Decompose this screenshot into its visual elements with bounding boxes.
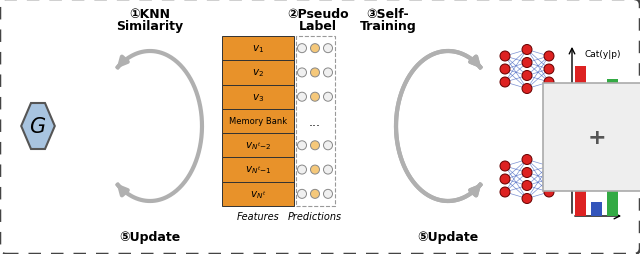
Text: $v_{N^t\!-\!1}$: $v_{N^t\!-\!1}$ — [244, 164, 271, 176]
Circle shape — [500, 174, 510, 184]
Text: $v_{N^t\!-\!2}$: $v_{N^t\!-\!2}$ — [244, 140, 271, 152]
Circle shape — [310, 141, 319, 150]
Circle shape — [544, 187, 554, 197]
Bar — [222, 109, 294, 134]
Circle shape — [522, 181, 532, 191]
Circle shape — [310, 44, 319, 53]
Bar — [591, 202, 602, 216]
Circle shape — [522, 45, 532, 55]
Text: $\mathit{G}$: $\mathit{G}$ — [29, 117, 47, 136]
Text: Memory Bank: Memory Bank — [229, 117, 287, 126]
Circle shape — [323, 141, 333, 150]
Circle shape — [298, 165, 307, 174]
Circle shape — [323, 93, 333, 102]
Text: +: + — [588, 128, 606, 147]
Circle shape — [500, 78, 510, 88]
Text: Cat(y|p): Cat(y|p) — [585, 50, 621, 59]
Circle shape — [500, 52, 510, 62]
Text: ①KNN: ①KNN — [129, 7, 170, 20]
Text: Similarity: Similarity — [116, 19, 184, 32]
Text: Features: Features — [237, 211, 280, 221]
Circle shape — [298, 69, 307, 78]
Bar — [607, 79, 618, 109]
Circle shape — [323, 189, 333, 199]
Text: Cat(y|p): Cat(y|p) — [585, 156, 621, 166]
Circle shape — [544, 78, 554, 88]
Circle shape — [500, 187, 510, 197]
Text: Predictions: Predictions — [288, 211, 342, 221]
Circle shape — [310, 69, 319, 78]
Text: $v_{N^t}$: $v_{N^t}$ — [250, 188, 266, 200]
Circle shape — [323, 165, 333, 174]
Bar — [575, 67, 586, 109]
Circle shape — [522, 84, 532, 94]
Bar — [591, 93, 602, 109]
Bar — [575, 175, 586, 216]
Circle shape — [298, 93, 307, 102]
Circle shape — [310, 93, 319, 102]
Circle shape — [544, 52, 554, 62]
Bar — [222, 158, 294, 182]
Circle shape — [522, 58, 532, 68]
Bar — [222, 182, 294, 206]
Circle shape — [544, 174, 554, 184]
Bar — [296, 37, 335, 206]
Circle shape — [310, 189, 319, 199]
Bar — [222, 37, 294, 61]
Circle shape — [310, 165, 319, 174]
Text: ②Pseudo: ②Pseudo — [287, 7, 349, 20]
Bar — [222, 85, 294, 109]
Text: ⑤Update: ⑤Update — [120, 231, 180, 244]
Circle shape — [522, 155, 532, 165]
Circle shape — [500, 161, 510, 171]
Circle shape — [544, 65, 554, 75]
Text: ⑤Update: ⑤Update — [417, 231, 479, 244]
Bar — [222, 134, 294, 158]
Circle shape — [500, 65, 510, 75]
Text: ...: ... — [309, 115, 321, 128]
Circle shape — [522, 168, 532, 178]
Text: $v_3$: $v_3$ — [252, 91, 264, 103]
Text: $v_1$: $v_1$ — [252, 43, 264, 55]
Circle shape — [522, 194, 532, 204]
Circle shape — [522, 71, 532, 81]
Circle shape — [323, 44, 333, 53]
Circle shape — [323, 69, 333, 78]
Text: Label: Label — [299, 19, 337, 32]
Circle shape — [298, 44, 307, 53]
Circle shape — [298, 189, 307, 199]
Polygon shape — [21, 104, 55, 149]
Text: Training: Training — [360, 19, 417, 32]
Text: ③Self-: ③Self- — [367, 7, 410, 20]
Text: $v_2$: $v_2$ — [252, 67, 264, 79]
Bar — [222, 61, 294, 85]
Circle shape — [544, 161, 554, 171]
Bar — [607, 187, 618, 216]
Circle shape — [298, 141, 307, 150]
